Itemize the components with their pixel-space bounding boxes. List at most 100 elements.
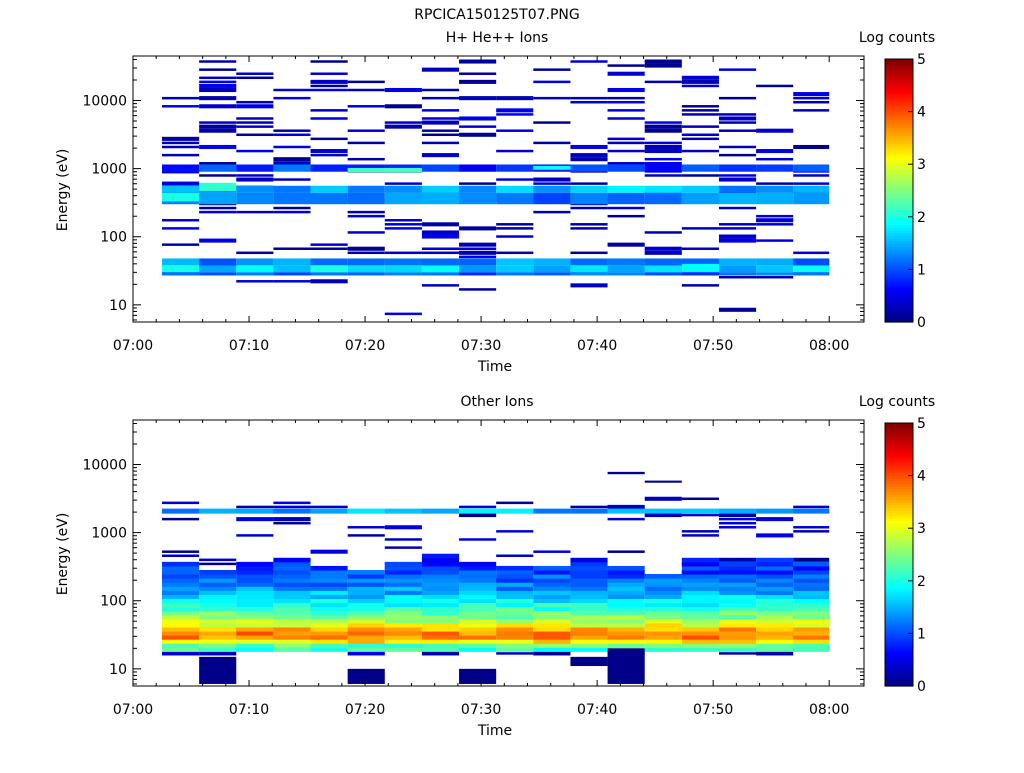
- spectrogram-cell: [718, 121, 757, 124]
- spectrogram-cell: [347, 534, 385, 537]
- spectrogram-cell: [607, 570, 645, 575]
- spectrogram-cell: [533, 635, 571, 640]
- colorbar-segment: [885, 232, 913, 236]
- spectrogram-band-cell: [459, 192, 497, 205]
- spectrogram-cell: [310, 565, 348, 571]
- spectrogram-band-cell: [533, 185, 571, 193]
- spectrogram-cell: [681, 635, 719, 640]
- spectrogram-cell: [236, 251, 274, 255]
- spectrogram-cell: [162, 96, 200, 100]
- colorbar-segment: [885, 258, 913, 263]
- spectrogram-cell: [607, 71, 645, 76]
- spectrogram-band-cell: [607, 508, 645, 514]
- spectrogram-cell: [793, 643, 830, 648]
- spectrogram-cell: [421, 222, 460, 227]
- spectrogram-cell: [421, 622, 460, 628]
- spectrogram-cell: [162, 598, 200, 604]
- spectrogram-cell: [162, 651, 200, 656]
- spectrogram-cell: [459, 72, 497, 75]
- spectrogram-cell: [756, 606, 794, 612]
- spectrogram-cell: [199, 643, 237, 648]
- spectrogram-cell: [496, 554, 534, 558]
- spectrogram-cell: [496, 622, 534, 628]
- spectrogram-cell: [459, 116, 497, 121]
- colorbar-segment: [885, 499, 913, 503]
- spectrogram-cell: [199, 626, 237, 632]
- spectrogram-cell: [310, 618, 348, 624]
- spectrogram-cell: [496, 631, 534, 636]
- spectrogram-cell: [273, 598, 311, 604]
- spectrogram-cell: [199, 562, 237, 566]
- spectrogram-band-cell: [607, 185, 645, 193]
- colorbar-segment: [885, 85, 913, 89]
- spectrogram-cell: [756, 643, 794, 648]
- spectrogram-cell: [681, 586, 719, 591]
- spectrogram-band-cell: [756, 192, 794, 205]
- spectrogram-cell: [347, 129, 385, 132]
- spectrogram-cell: [644, 149, 682, 154]
- spectrogram-cell: [421, 247, 460, 250]
- spectrogram-cell: [681, 643, 719, 648]
- colorbar-segment: [885, 501, 913, 506]
- spectrogram-band-cell: [310, 164, 348, 172]
- spectrogram-cell: [607, 578, 645, 583]
- figure-title: RPCICA150125T07.PNG: [414, 7, 579, 23]
- spectrogram-cell: [681, 534, 719, 537]
- spectrogram-cell: [570, 586, 608, 591]
- colorbar-segment: [885, 567, 913, 571]
- spectrogram-cell: [570, 182, 608, 185]
- spectrogram-cell: [421, 631, 460, 636]
- spectrogram-cell: [162, 602, 200, 608]
- spectrogram-band-cell: [756, 164, 794, 172]
- panel-h-he-ions: H+ He++ Ions Log counts Time Energy (eV)…: [55, 30, 935, 375]
- spectrogram-cell: [236, 561, 274, 567]
- spectrogram-cell: [459, 626, 497, 632]
- spectrogram-cell: [236, 125, 274, 128]
- spectrogram-cell: [533, 565, 571, 571]
- spectrogram-cell: [570, 610, 608, 616]
- spectrogram-cell: [793, 182, 830, 185]
- spectrogram-cell: [570, 251, 608, 255]
- spectrogram-cell: [384, 104, 422, 109]
- x-tick-label: 07:30: [461, 338, 501, 354]
- spectrogram-cell: [384, 223, 422, 226]
- spectrogram-cell: [681, 590, 719, 595]
- spectrogram-cell: [756, 275, 794, 279]
- spectrogram-cell: [533, 586, 571, 591]
- spectrogram-cell: [310, 586, 348, 591]
- spectrogram-cell: [459, 255, 497, 259]
- colorbar-segment: [885, 256, 913, 260]
- colorbar-segment: [885, 130, 913, 134]
- colorbar-segment: [885, 158, 913, 163]
- spectrogram-cell: [496, 610, 534, 616]
- spectrogram-cell: [756, 557, 794, 563]
- spectrogram-cell: [644, 594, 682, 599]
- spectrogram-cell: [718, 174, 757, 177]
- spectrogram-cell: [570, 60, 608, 63]
- spectrogram-cell: [421, 120, 460, 125]
- colorbar-tick-label: 3: [917, 521, 926, 537]
- spectrogram-cell: [421, 610, 460, 616]
- spectrogram-cell: [644, 622, 682, 628]
- spectrogram-cell: [644, 513, 682, 518]
- colorbar-segment: [885, 143, 913, 147]
- spectrogram-cell: [310, 72, 348, 75]
- spectrogram-cell: [384, 182, 422, 185]
- spectrogram-band-cell: [570, 192, 608, 205]
- spectrogram-cell: [607, 117, 645, 120]
- spectrogram-cell: [607, 648, 645, 684]
- spectrogram-cell: [347, 168, 422, 173]
- colorbar-segment: [885, 559, 913, 563]
- spectrogram-cell: [533, 614, 571, 620]
- spectrogram-cell: [236, 578, 274, 583]
- spectrogram-cell: [384, 312, 422, 316]
- spectrogram-cell: [644, 586, 682, 591]
- colorbar-segment: [885, 614, 913, 619]
- colorbar-segment: [885, 601, 913, 606]
- spectrogram-cell: [273, 570, 311, 575]
- spectrogram-cell: [496, 614, 534, 620]
- spectrogram-cell: [310, 549, 348, 554]
- spectrogram-cell: [793, 530, 830, 533]
- spectrogram-cell: [607, 635, 645, 640]
